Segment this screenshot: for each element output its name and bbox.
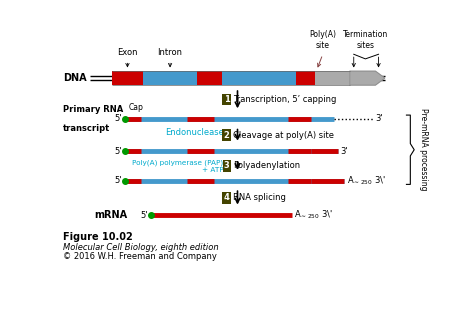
Text: Poly(A)
site: Poly(A) site xyxy=(309,30,336,50)
Bar xyxy=(112,71,143,85)
Text: 5': 5' xyxy=(140,211,147,220)
Text: Figure 10.02: Figure 10.02 xyxy=(63,232,133,242)
Text: Cap: Cap xyxy=(129,103,144,112)
Text: Intron: Intron xyxy=(157,48,182,57)
Bar xyxy=(315,71,350,85)
Text: 4: 4 xyxy=(224,193,229,202)
Bar xyxy=(222,71,296,85)
Text: © 2016 W.H. Freeman and Company: © 2016 W.H. Freeman and Company xyxy=(63,252,217,261)
Text: 5': 5' xyxy=(115,147,122,156)
Text: 3': 3' xyxy=(341,147,348,156)
Text: 5': 5' xyxy=(115,176,122,185)
Text: mRNA: mRNA xyxy=(94,210,128,220)
Text: Transcription, 5’ capping: Transcription, 5’ capping xyxy=(233,95,336,104)
Text: Termination
sites: Termination sites xyxy=(343,30,388,50)
Text: Pre-mRNA processing: Pre-mRNA processing xyxy=(419,109,428,191)
Text: Primary RNA: Primary RNA xyxy=(63,104,123,114)
Text: DNA: DNA xyxy=(63,73,87,83)
Bar xyxy=(197,71,222,85)
Text: Poly(A) polymerase (PAP)
+ ATP: Poly(A) polymerase (PAP) + ATP xyxy=(132,159,224,173)
Polygon shape xyxy=(350,71,385,85)
Text: 1: 1 xyxy=(224,95,229,104)
Text: Exon: Exon xyxy=(117,48,138,57)
Text: 3': 3' xyxy=(375,114,383,123)
Text: A$_{\mathregular{\sim250}}$ 3\': A$_{\mathregular{\sim250}}$ 3\' xyxy=(294,209,333,221)
Text: transcript: transcript xyxy=(63,124,110,133)
Text: Polyadenylation: Polyadenylation xyxy=(233,161,300,170)
Text: A$_{\mathregular{\sim250}}$ 3\': A$_{\mathregular{\sim250}}$ 3\' xyxy=(347,174,385,187)
Text: Cleavage at poly(A) site: Cleavage at poly(A) site xyxy=(233,131,334,140)
Text: 3: 3 xyxy=(224,161,229,170)
Text: Molecular Cell Biology, eighth edition: Molecular Cell Biology, eighth edition xyxy=(63,243,219,252)
Text: 5': 5' xyxy=(115,114,122,123)
Bar xyxy=(296,71,315,85)
Text: Endonuclease: Endonuclease xyxy=(164,128,224,137)
Text: 2: 2 xyxy=(224,131,229,140)
Text: RNA splicing: RNA splicing xyxy=(233,193,286,202)
Bar xyxy=(143,71,197,85)
